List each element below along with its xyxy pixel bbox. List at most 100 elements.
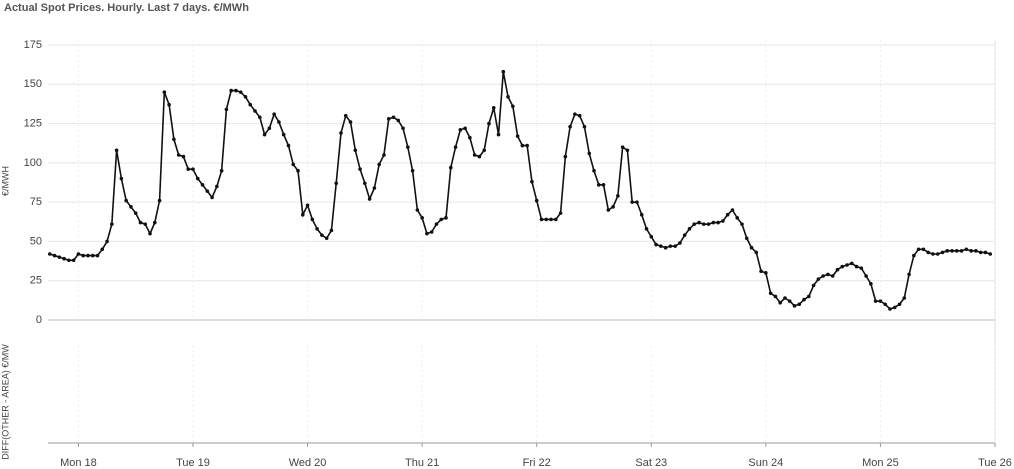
price-point (592, 168, 596, 173)
price-point (243, 95, 248, 99)
price-point (883, 302, 888, 307)
price-point (744, 236, 749, 241)
price-point (687, 227, 692, 231)
price-point (511, 104, 515, 109)
price-point (740, 222, 744, 226)
price-point (76, 252, 81, 256)
price-point (367, 197, 372, 201)
price-point (100, 247, 105, 252)
price-point (52, 253, 57, 258)
price-point (343, 113, 348, 118)
price-point (940, 250, 945, 255)
price-point (119, 176, 124, 181)
price-point (410, 168, 415, 173)
price-point (172, 137, 176, 142)
price-point (272, 112, 276, 116)
price-point (601, 183, 606, 187)
price-point (258, 115, 262, 120)
price-point (248, 102, 253, 107)
price-point (515, 134, 520, 138)
price-point (386, 117, 391, 121)
price-point (448, 165, 453, 170)
price-point (845, 263, 849, 267)
y-tick-label: 75 (30, 196, 42, 208)
price-point (186, 167, 191, 171)
price-point (148, 231, 152, 236)
price-point (835, 267, 840, 272)
price-point (983, 250, 988, 255)
price-point (892, 305, 897, 310)
price-point (902, 296, 907, 300)
price-point (496, 132, 501, 137)
price-point (663, 245, 668, 250)
y-axis-label: €/MWH (0, 166, 10, 196)
price-point (630, 200, 634, 204)
y-tick-label: 175 (24, 39, 42, 51)
price-point (678, 241, 682, 245)
price-point (114, 148, 119, 153)
price-point (854, 264, 859, 269)
price-point (358, 167, 362, 171)
price-point (315, 227, 319, 231)
x-tick-label: Sat 23 (635, 457, 667, 469)
price-point (969, 249, 973, 253)
price-point (143, 222, 148, 226)
price-point (950, 249, 954, 253)
price-point (210, 195, 214, 200)
price-point (916, 247, 921, 252)
price-point (568, 124, 572, 129)
price-point (81, 253, 85, 258)
price-point (635, 200, 639, 204)
x-tick-label: Mon 18 (60, 457, 97, 469)
price-point (697, 220, 701, 225)
y-tick-label: 100 (24, 157, 42, 169)
price-point (577, 113, 582, 118)
price-point (988, 252, 993, 256)
price-point (86, 253, 90, 258)
price-point (176, 153, 181, 157)
price-point (334, 181, 339, 186)
price-point (372, 186, 377, 190)
price-point (826, 272, 830, 277)
price-point (935, 252, 940, 256)
price-point (606, 208, 611, 212)
price-point (215, 184, 219, 189)
price-line (49, 71, 991, 310)
price-point (778, 300, 782, 305)
price-point (816, 277, 821, 281)
price-point (415, 208, 420, 212)
price-point (974, 249, 978, 253)
price-point (477, 154, 482, 159)
price-point (926, 250, 930, 255)
price-point (840, 264, 845, 269)
price-point (296, 168, 300, 173)
price-point (864, 274, 868, 278)
price-point (749, 245, 754, 250)
y-tick-label: 125 (24, 117, 42, 129)
price-point (611, 205, 615, 209)
price-point (105, 239, 109, 244)
price-point (453, 145, 458, 149)
price-point (377, 162, 381, 167)
price-point (401, 126, 405, 131)
price-point (659, 244, 663, 248)
price-point (425, 231, 429, 236)
price-point (129, 205, 133, 209)
price-point (520, 143, 525, 148)
x-tick-label: Tue 19 (176, 457, 210, 469)
price-point (138, 220, 143, 225)
price-point (730, 208, 735, 212)
price-point (152, 220, 157, 225)
price-point (792, 304, 797, 308)
price-point (468, 135, 472, 140)
price-point (821, 274, 825, 278)
price-point (807, 294, 811, 299)
price-point (439, 217, 444, 222)
x-tick-label: Tue 26 (978, 457, 1012, 469)
price-point (391, 115, 396, 120)
price-point (945, 249, 950, 253)
price-point (382, 153, 386, 157)
price-point (682, 233, 687, 237)
price-point (764, 271, 768, 275)
